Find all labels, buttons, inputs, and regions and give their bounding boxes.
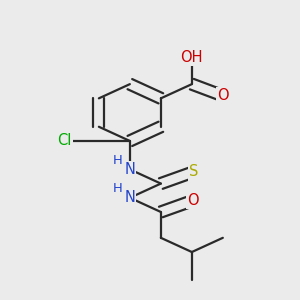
- Text: OH: OH: [181, 50, 203, 64]
- Text: O: O: [217, 88, 229, 103]
- Text: H: H: [112, 154, 122, 166]
- Text: N: N: [124, 162, 135, 177]
- Text: S: S: [189, 164, 198, 179]
- Text: O: O: [188, 193, 199, 208]
- Text: H: H: [112, 182, 122, 195]
- Text: Cl: Cl: [58, 134, 72, 148]
- Text: N: N: [124, 190, 135, 205]
